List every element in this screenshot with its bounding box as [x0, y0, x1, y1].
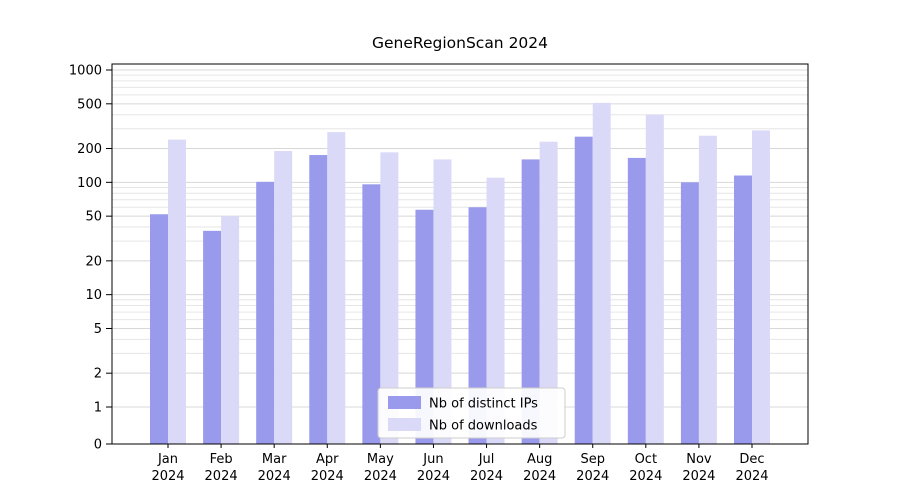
- x-tick-label: Jul 2024: [470, 452, 503, 484]
- bar-distinct-ips: [362, 184, 381, 444]
- y-tick-label: 0: [94, 438, 102, 453]
- y-tick-label: 50: [85, 210, 102, 225]
- bar-downloads: [380, 152, 399, 444]
- bar-downloads: [221, 216, 240, 444]
- legend-swatch-distinct-ips: [388, 396, 421, 409]
- bar-distinct-ips: [150, 214, 168, 444]
- bar-distinct-ips: [680, 182, 699, 445]
- bar-distinct-ips: [627, 157, 646, 444]
- bar-distinct-ips: [468, 207, 487, 444]
- x-tick-label: Oct 2024: [629, 452, 662, 484]
- y-tick-label: 10: [85, 288, 102, 303]
- x-tick-label: Nov 2024: [682, 452, 715, 484]
- x-tick-label: Aug 2024: [523, 452, 556, 484]
- axes: [106, 63, 809, 448]
- x-tick-label: Jan 2024: [151, 452, 184, 484]
- y-tick-label: 5: [94, 322, 102, 337]
- x-axis-tick-labels: Jan 2024 Feb 2024 Mar 2024 Apr 2024 May 2024 Jun 20…: [151, 452, 768, 484]
- plot-frame: [111, 63, 809, 445]
- x-tick-label: Dec 2024: [735, 452, 768, 484]
- legend-label-downloads: Nb of downloads: [429, 419, 538, 434]
- bar-downloads: [698, 135, 717, 444]
- y-tick-label: 20: [85, 254, 102, 269]
- bar-downloads: [274, 151, 293, 444]
- y-tick-label: 1: [94, 401, 102, 416]
- bar-downloads: [486, 177, 505, 445]
- bar-downloads: [752, 130, 770, 444]
- bar-distinct-ips: [734, 175, 752, 444]
- x-tick-label: Sep 2024: [576, 452, 609, 484]
- x-tick-label: Feb 2024: [205, 452, 238, 484]
- x-tick-label: Jun 2024: [417, 452, 450, 484]
- bar-downloads: [168, 139, 186, 445]
- x-tick-label: Mar 2024: [258, 452, 291, 484]
- y-tick-label: 200: [77, 142, 102, 157]
- bar-downloads: [592, 102, 611, 445]
- y-tick-label: 2: [94, 367, 102, 382]
- legend-label-distinct-ips: Nb of distinct IPs: [429, 397, 538, 412]
- y-tick-label: 100: [77, 176, 102, 191]
- bar-downloads: [433, 159, 452, 444]
- y-tick-label: 500: [77, 97, 102, 112]
- bar-distinct-ips: [521, 159, 540, 444]
- legend: Nb of distinct IPs Nb of downloads: [377, 387, 566, 439]
- y-tick-label: 1000: [69, 64, 102, 79]
- legend-box: [377, 387, 566, 439]
- y-axis-tick-labels: 0 1 2 5 10 20 50 100 200 500 1000: [69, 64, 102, 453]
- bar-distinct-ips: [256, 181, 275, 444]
- bar-distinct-ips: [574, 136, 593, 444]
- legend-swatch-downloads: [388, 418, 421, 431]
- bar-downloads: [327, 132, 346, 444]
- bar-distinct-ips: [203, 230, 222, 444]
- chart-title: GeneRegionScan 2024: [372, 34, 548, 52]
- bars: [150, 102, 770, 445]
- bar-distinct-ips: [415, 209, 434, 444]
- bar-downloads: [645, 114, 664, 444]
- x-tick-label: May 2024: [364, 452, 397, 484]
- x-tick-label: Apr 2024: [311, 452, 344, 484]
- bar-distinct-ips: [309, 155, 328, 445]
- bar-downloads: [539, 141, 558, 445]
